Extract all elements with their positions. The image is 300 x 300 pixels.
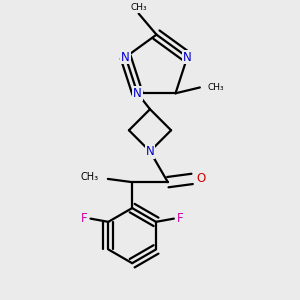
- Text: CH₃: CH₃: [130, 3, 147, 12]
- Text: CH₃: CH₃: [80, 172, 98, 182]
- Text: N: N: [121, 51, 130, 64]
- Text: N: N: [133, 87, 142, 100]
- Text: N: N: [146, 145, 154, 158]
- Text: F: F: [81, 212, 88, 225]
- Text: CH₃: CH₃: [208, 83, 225, 92]
- Text: N: N: [183, 51, 192, 64]
- Text: O: O: [196, 172, 206, 185]
- Text: F: F: [176, 212, 183, 225]
